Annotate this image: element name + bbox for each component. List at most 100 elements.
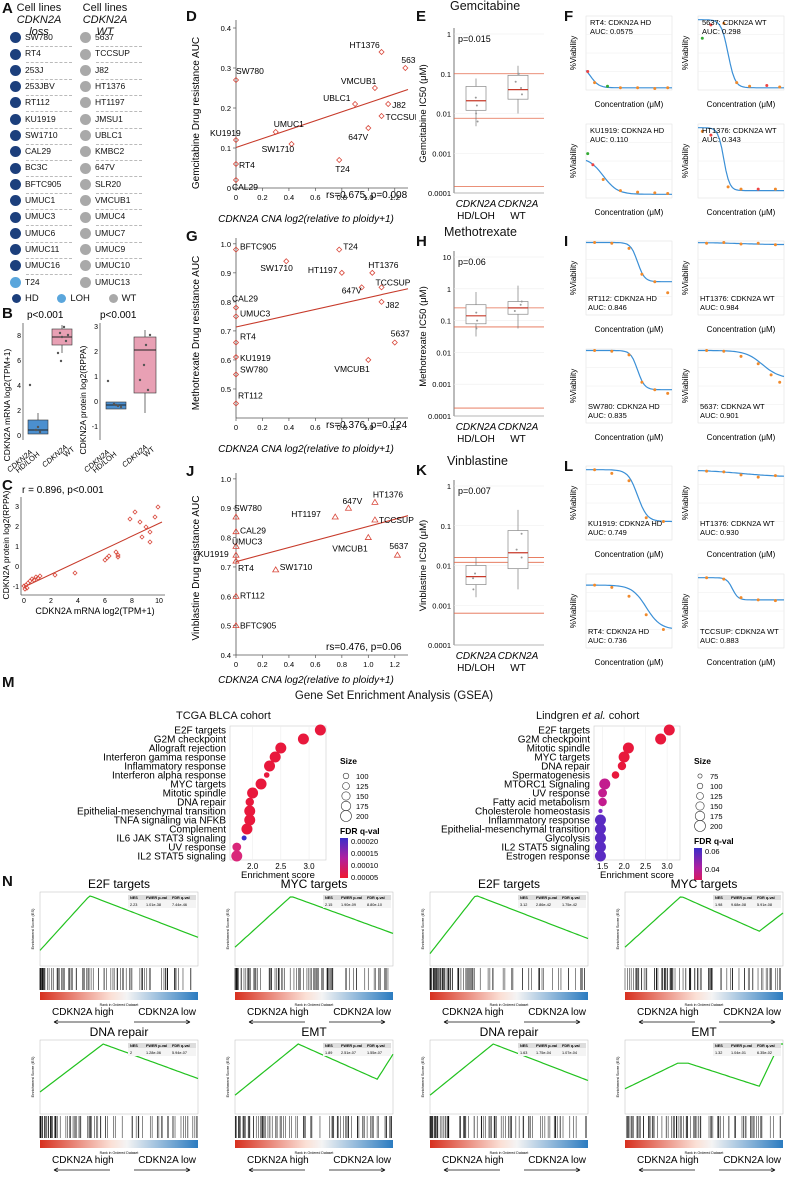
cell-line-name: BC3C [25,162,48,172]
cdkn2a-high-label: CDKN2A high [247,1007,309,1018]
curve-cell-label: HT1376: CDKN2A WT [702,126,777,135]
ic50-box [508,75,528,99]
ic50-point [474,572,476,574]
protein-ytick: 1 [94,374,98,381]
x-tick-label: 0.2 [257,423,267,432]
stats-fwer: 1.01e-38 [146,903,161,907]
cell-line-name: SW780 [25,32,53,42]
stats-header-nes: NES [715,1044,723,1048]
enrichment-plot-title: MYC targets [671,878,738,891]
curve-cell-label: TCCSUP: CDKN2A WT [700,627,779,636]
curve-ylabel: %Viability [681,594,690,629]
size-legend-label: 175 [710,812,723,821]
es-ylabel: Enrichment Score (ES) [420,1056,425,1098]
y-tick-label: 0.5 [221,385,231,394]
data-point [366,126,371,131]
ic50-p-value: p=0.007 [458,486,491,496]
y-tick-label: 0.1 [221,144,231,153]
point-label: 647V [342,496,362,506]
fdr-legend-label: 0.00020 [351,837,378,846]
cell-line-wt: TCCSUP [80,48,130,59]
methotrexate-dose-curves: %ViabilityConcentration (μM)RT112: CDKN2… [564,233,788,455]
x-tick-label: 0.6 [310,423,320,432]
ic50-p-value: p=0.015 [458,34,491,44]
cdkn2a-low-label: CDKN2A low [723,1007,782,1018]
divider [26,209,72,210]
divider [96,111,142,112]
mrna-sample-point [67,334,69,336]
size-legend-circle [698,774,702,778]
cell-line-loss: UMUC3 [10,211,55,222]
enrichment-dot [256,779,267,790]
size-legend-circle [341,811,352,822]
panel-c-xtick: 2 [49,598,53,605]
curve-auc-label: AUC: 0.343 [702,135,741,144]
ic50-point [521,557,523,559]
cell-line-name: VMCUB1 [95,195,130,205]
enrichment-plot: E2F targetsEnrichment Score (ES)NES FWER … [10,878,200,1024]
x-tick-label: 1.0 [363,423,373,432]
curve-cell-label: 5637: CDKN2A WT [702,18,767,27]
panel-c-scatter: r = 0.896, p<0.001 CDKN2A protein log2(R… [0,477,170,617]
cell-line-name: TCCSUP [95,48,130,58]
enrichment-plot: EMT Enrichment Score (ES) NES FWER p-val FDR… [205,1026,395,1172]
data-point [379,299,384,304]
cell-line-wt: SLR20 [80,179,121,190]
cell-line-loss: 253J [10,65,43,76]
divider [26,79,72,80]
ic50-ytick: 0.1 [441,317,451,326]
enrichment-dot [264,761,275,772]
stats-header-nes: NES [715,896,723,900]
panel-c-xtick: 4 [76,598,80,605]
cdkn2a-high-label: CDKN2A high [52,1155,114,1166]
viability-point [748,85,751,88]
ic50-point [475,312,477,314]
viability-point [628,595,631,598]
divider [96,95,142,96]
stats-fdr: 7.44e-46 [172,903,187,907]
arrow-right-icon [134,1020,190,1024]
cell-line-name: HT1197 [95,97,125,107]
stats-nes: 1.32 [715,1051,722,1055]
size-legend-circle [343,773,349,779]
point-label: 5637 [401,55,416,65]
stats-header-fdr: FDR q-val [562,1044,580,1048]
curve-ylabel: %Viability [569,369,578,404]
arrow-right-icon [719,1168,775,1172]
enrichment-dot [315,725,326,736]
arrow-right-icon [524,1168,580,1172]
viability-point [619,189,622,192]
point-label: KU1919 [240,353,271,363]
size-legend-label: 200 [710,822,723,831]
cell-line-loss: T24 [10,277,40,288]
viability-point [722,470,725,473]
cell-line-loss: BFTC905 [10,179,61,190]
stats-nes: 1.98 [715,903,722,907]
panel-d-ylabel: Gemcitabine Drug resistance AUC [191,37,202,189]
data-point [379,114,384,119]
panel-c-ytick: 0 [15,564,19,571]
panel-c-point [105,556,109,560]
ranked-list-bar [235,1140,393,1148]
y-tick-label: 0.4 [221,24,231,33]
cell-line-name: KU1919 [25,114,56,124]
cell-line-name: HT1376 [95,81,125,91]
viability-point [653,191,656,194]
ic50-ytick: 0.1 [441,522,451,531]
cell-line-loss: UMUC6 [10,228,55,239]
stats-header-nes: NES [325,896,333,900]
protein-p-value: p<0.001 [100,310,137,321]
stats-fdr: 6.35e-02 [757,1051,772,1055]
cell-line-name: RT112 [25,97,50,107]
panel-c-xtick: 10 [155,598,163,605]
viability-point [619,86,622,89]
enrichment-dot [618,762,626,770]
cdkn2a-low-label: CDKN2A low [528,1155,587,1166]
arrow-left-icon [54,1020,110,1024]
protein-sample-point [143,364,145,366]
x-tick-label: 0.6 [310,193,320,202]
point-label: T24 [335,164,350,174]
ic50-ytick: 0.0001 [428,412,451,421]
data-point [273,567,279,572]
curve-ylabel: %Viability [681,369,690,404]
